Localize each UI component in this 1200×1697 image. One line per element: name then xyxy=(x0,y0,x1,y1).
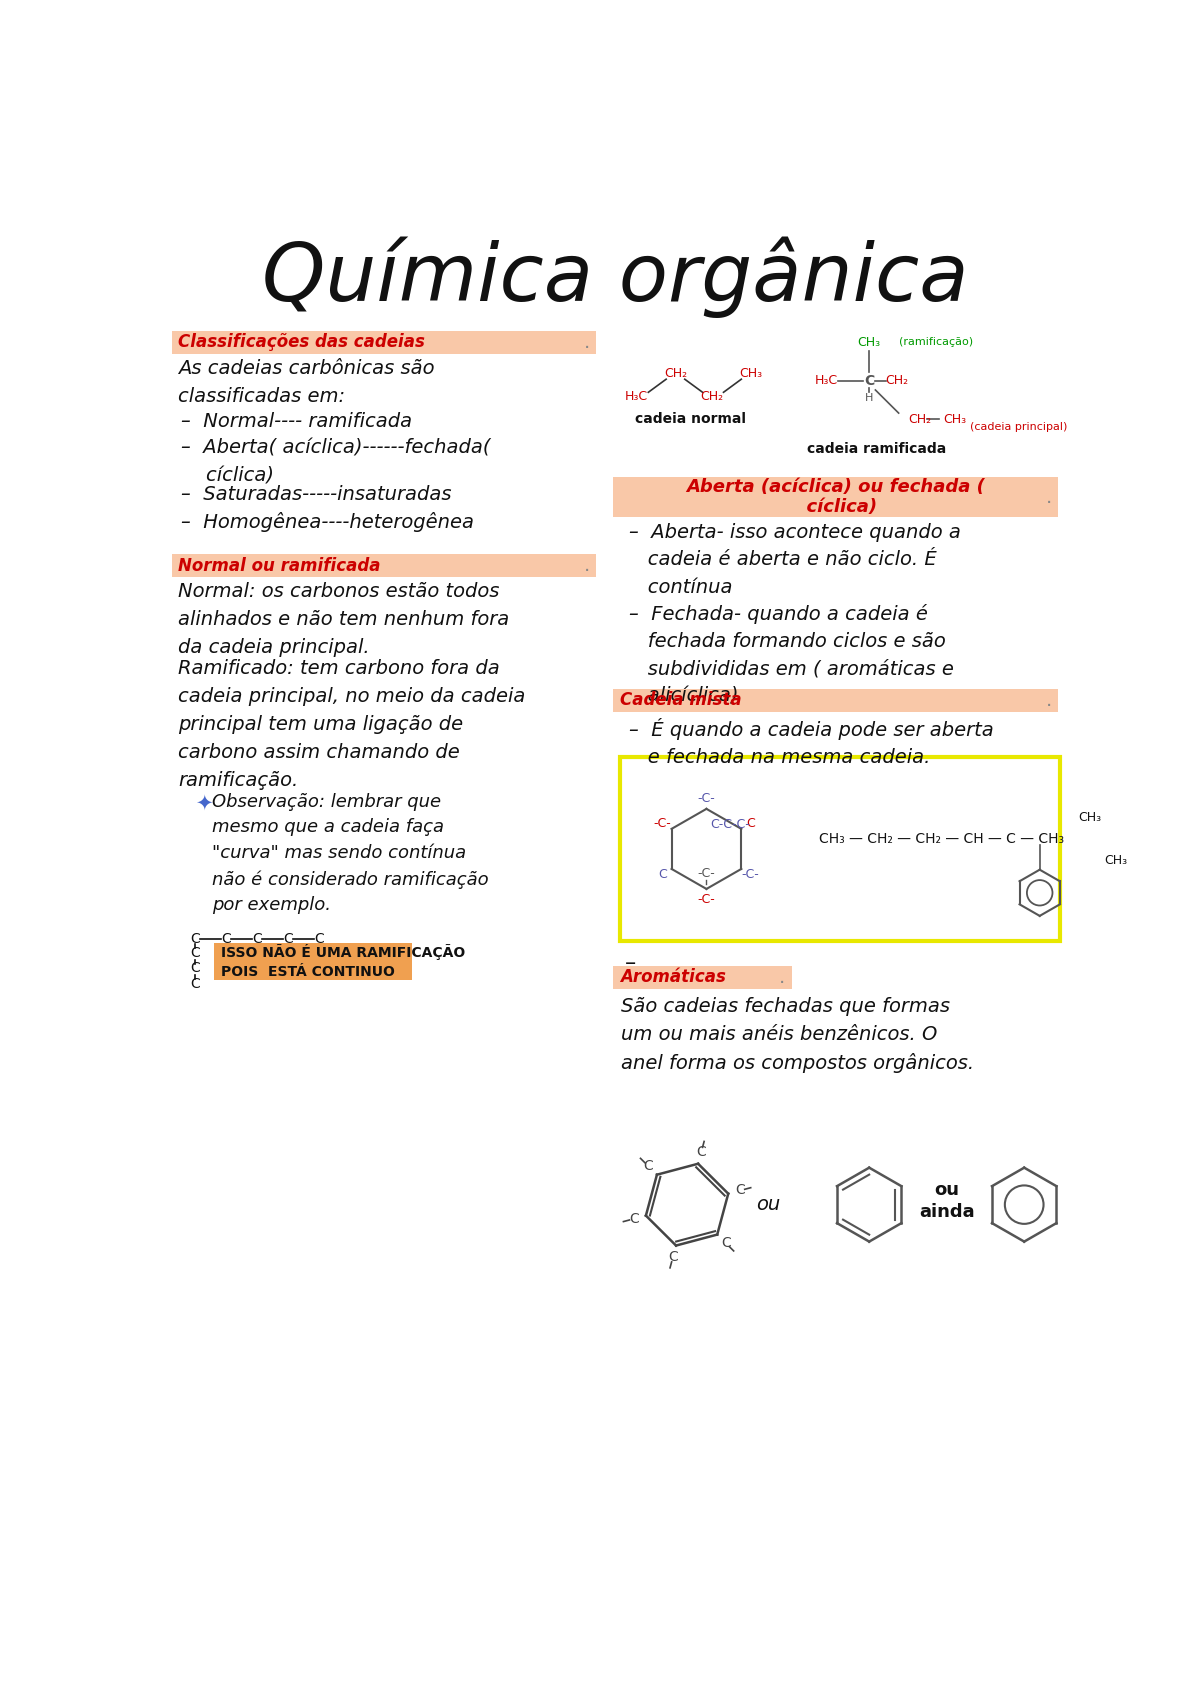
Text: CH₃: CH₃ xyxy=(739,367,762,380)
Text: Cadeia mista: Cadeia mista xyxy=(619,691,742,709)
Text: cadeia ramificada: cadeia ramificada xyxy=(808,443,947,456)
Text: –  É quando a cadeia pode ser aberta
   e fechada na mesma cadeia.: – É quando a cadeia pode ser aberta e fe… xyxy=(629,718,994,767)
FancyBboxPatch shape xyxy=(613,966,792,989)
Text: –  Aberta- isso acontece quando a
   cadeia é aberta e não ciclo. É
   contínua: – Aberta- isso acontece quando a cadeia … xyxy=(629,523,961,597)
Text: Observação: lembrar que
mesmo que a cadeia faça
"curva" mas sendo contínua
não é: Observação: lembrar que mesmo que a cade… xyxy=(212,792,488,915)
Text: –: – xyxy=(625,952,636,972)
Text: CH₃: CH₃ xyxy=(858,336,881,350)
Text: C: C xyxy=(190,932,200,945)
Text: C-C-C-: C-C-C- xyxy=(710,818,750,832)
FancyBboxPatch shape xyxy=(172,331,596,353)
Text: –  Normal---- ramificada: – Normal---- ramificada xyxy=(181,412,412,431)
Text: cadeia normal: cadeia normal xyxy=(636,412,746,426)
FancyBboxPatch shape xyxy=(613,477,1058,518)
Text: CH₂: CH₂ xyxy=(884,375,908,387)
Text: .: . xyxy=(584,333,590,351)
Text: C: C xyxy=(221,932,230,945)
Text: C: C xyxy=(658,867,666,881)
Text: ✦: ✦ xyxy=(194,794,212,815)
Text: .: . xyxy=(779,967,786,988)
Text: CH₃: CH₃ xyxy=(943,412,966,426)
Text: C: C xyxy=(721,1237,731,1251)
Text: CH₂: CH₂ xyxy=(664,367,688,380)
Text: C: C xyxy=(314,932,324,945)
Text: .: . xyxy=(1046,691,1052,709)
Text: CH₃: CH₃ xyxy=(1079,811,1102,823)
Text: -C-: -C- xyxy=(697,893,715,906)
Text: C: C xyxy=(190,945,200,961)
Text: –  Fechada- quando a cadeia é
   fechada formando ciclos e são
   subdivididas e: – Fechada- quando a cadeia é fechada for… xyxy=(629,604,954,706)
Text: CH₃ — CH₂ — CH₂ — CH — C — CH₃: CH₃ — CH₂ — CH₂ — CH — C — CH₃ xyxy=(818,832,1064,845)
FancyBboxPatch shape xyxy=(619,757,1060,940)
Text: C: C xyxy=(746,816,755,830)
Text: As cadeias carbônicas são
classificadas em:: As cadeias carbônicas são classificadas … xyxy=(178,360,434,406)
Text: H₃C: H₃C xyxy=(625,390,648,402)
Text: C: C xyxy=(668,1251,678,1264)
Text: C: C xyxy=(190,961,200,976)
Text: -C-: -C- xyxy=(697,867,715,881)
Text: –  Homogênea----heterogênea: – Homogênea----heterogênea xyxy=(181,511,474,531)
Text: Normal ou ramificada: Normal ou ramificada xyxy=(178,557,380,575)
Text: CH₂: CH₂ xyxy=(701,390,724,402)
Text: C: C xyxy=(864,373,875,387)
Text: Classificações das cadeias: Classificações das cadeias xyxy=(178,333,425,351)
Text: CH₃: CH₃ xyxy=(1104,854,1127,867)
Text: Química orgânica: Química orgânica xyxy=(262,236,968,317)
Text: .: . xyxy=(584,557,590,575)
FancyBboxPatch shape xyxy=(172,553,596,577)
Text: C: C xyxy=(190,977,200,991)
Text: –  Aberta( acíclica)------fechada(
    cíclica): – Aberta( acíclica)------fechada( cíclic… xyxy=(181,438,491,485)
Text: C: C xyxy=(643,1159,653,1173)
FancyBboxPatch shape xyxy=(215,944,412,979)
FancyBboxPatch shape xyxy=(613,689,1058,711)
Text: H: H xyxy=(865,392,874,402)
Text: Aromáticas: Aromáticas xyxy=(619,969,726,986)
Text: C: C xyxy=(283,932,293,945)
Text: Ramificado: tem carbono fora da
cadeia principal, no meio da cadeia
principal te: Ramificado: tem carbono fora da cadeia p… xyxy=(178,660,526,791)
Text: .: . xyxy=(1046,487,1052,506)
Text: H₃C: H₃C xyxy=(815,375,838,387)
Text: -C-: -C- xyxy=(697,791,715,804)
Text: São cadeias fechadas que formas
um ou mais anéis benzênicos. O
anel forma os com: São cadeias fechadas que formas um ou ma… xyxy=(622,996,974,1073)
Text: Normal: os carbonos estão todos
alinhados e não tem nenhum fora
da cadeia princi: Normal: os carbonos estão todos alinhado… xyxy=(178,582,509,657)
Text: ou: ou xyxy=(756,1195,780,1213)
Text: C: C xyxy=(629,1212,638,1225)
Text: C: C xyxy=(736,1183,745,1198)
Text: C: C xyxy=(696,1145,706,1159)
Text: C: C xyxy=(252,932,262,945)
Text: –  Saturadas-----insaturadas: – Saturadas-----insaturadas xyxy=(181,485,451,504)
Text: CH₂: CH₂ xyxy=(908,412,931,426)
Text: Aberta (acíclica) ou fechada (
  cíclica): Aberta (acíclica) ou fechada ( cíclica) xyxy=(686,477,985,516)
Text: ou
ainda: ou ainda xyxy=(919,1181,974,1220)
Text: (ramificação): (ramificação) xyxy=(899,338,973,348)
Text: -C-: -C- xyxy=(653,816,671,830)
Text: (cadeia principal): (cadeia principal) xyxy=(970,423,1067,433)
Text: -C-: -C- xyxy=(742,867,760,881)
Text: ISSO NÃO É UMA RAMIFICAÇÃO
POIS  ESTÁ CONTINUO: ISSO NÃO É UMA RAMIFICAÇÃO POIS ESTÁ CON… xyxy=(221,944,464,979)
